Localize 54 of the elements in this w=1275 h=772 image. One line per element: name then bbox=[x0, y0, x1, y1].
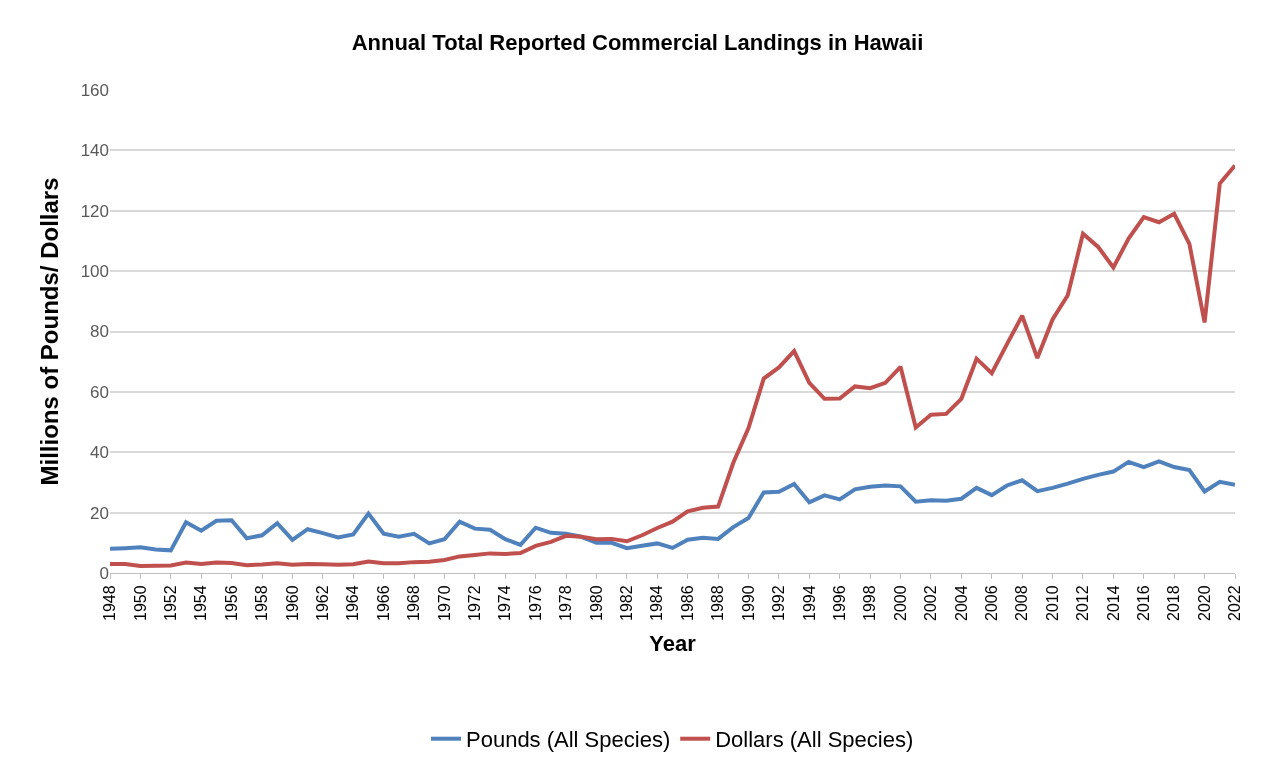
x-tick-label: 2016 bbox=[1134, 585, 1152, 621]
x-tick-label: 1950 bbox=[131, 585, 149, 621]
x-axis-title: Year bbox=[649, 630, 697, 656]
x-tick-label: 1956 bbox=[222, 585, 240, 621]
x-tick-label: 2022 bbox=[1226, 585, 1244, 621]
x-tick-label: 1990 bbox=[739, 585, 757, 621]
x-tick-label: 1954 bbox=[192, 585, 210, 621]
x-tick-label: 1964 bbox=[344, 585, 362, 621]
x-tick-label: 2020 bbox=[1195, 585, 1213, 621]
x-tick-label: 1986 bbox=[678, 585, 696, 621]
legend-label: Dollars (All Species) bbox=[715, 727, 914, 753]
x-tick-label: 1972 bbox=[466, 585, 484, 621]
x-tick-label: 1988 bbox=[709, 585, 727, 621]
x-tick-label: 1958 bbox=[253, 585, 271, 621]
y-tick-label: 160 bbox=[80, 80, 109, 100]
x-tick-label: 2010 bbox=[1043, 585, 1061, 621]
x-tick-label: 1992 bbox=[770, 585, 788, 621]
y-tick-label: 20 bbox=[90, 503, 109, 523]
x-tick-label: 1962 bbox=[314, 585, 332, 621]
x-tick-label: 1978 bbox=[557, 585, 575, 621]
y-axis-title: Millions of Pounds/ Dollars bbox=[35, 177, 63, 486]
y-tick-label: 100 bbox=[80, 262, 109, 282]
x-tick-label: 2002 bbox=[922, 585, 940, 621]
y-tick-label: 120 bbox=[80, 201, 109, 221]
y-tick-label: 0 bbox=[99, 563, 109, 583]
x-tick-label: 1952 bbox=[162, 585, 180, 621]
x-tick-label: 1960 bbox=[283, 585, 301, 621]
y-tick-label: 60 bbox=[90, 382, 109, 402]
x-tick-label: 1976 bbox=[526, 585, 544, 621]
x-tick-label: 1970 bbox=[435, 585, 453, 621]
x-tick-label: 2018 bbox=[1165, 585, 1183, 621]
x-tick-label: 1984 bbox=[648, 585, 666, 621]
x-tick-label: 2012 bbox=[1074, 585, 1092, 621]
x-tick-label: 2004 bbox=[952, 585, 970, 621]
x-tick-label: 1982 bbox=[618, 585, 636, 621]
line-series bbox=[110, 459, 1235, 553]
x-tick-label: 2008 bbox=[1013, 585, 1031, 621]
x-tick-label: 1948 bbox=[101, 585, 119, 621]
x-tick-label: 2000 bbox=[891, 585, 909, 621]
x-tick-label: 1998 bbox=[861, 585, 879, 621]
x-tick-label: 1966 bbox=[374, 585, 392, 621]
x-tick-label: 1968 bbox=[405, 585, 423, 621]
line-series bbox=[110, 163, 1235, 569]
y-tick-label: 80 bbox=[90, 322, 109, 342]
y-tick-label: 40 bbox=[90, 443, 109, 463]
x-tick-label: 2014 bbox=[1104, 585, 1122, 621]
x-tick-label: 1980 bbox=[587, 585, 605, 621]
x-tick-label: 2006 bbox=[982, 585, 1000, 621]
x-tick-label: 1974 bbox=[496, 585, 514, 621]
x-tick-label: 1994 bbox=[800, 585, 818, 621]
x-tick-label: 1996 bbox=[830, 585, 848, 621]
chart-title: Annual Total Reported Commercial Landings in Hawaii bbox=[351, 30, 924, 56]
legend-label: Pounds (All Species) bbox=[466, 727, 671, 753]
y-tick-label: 140 bbox=[80, 141, 109, 161]
